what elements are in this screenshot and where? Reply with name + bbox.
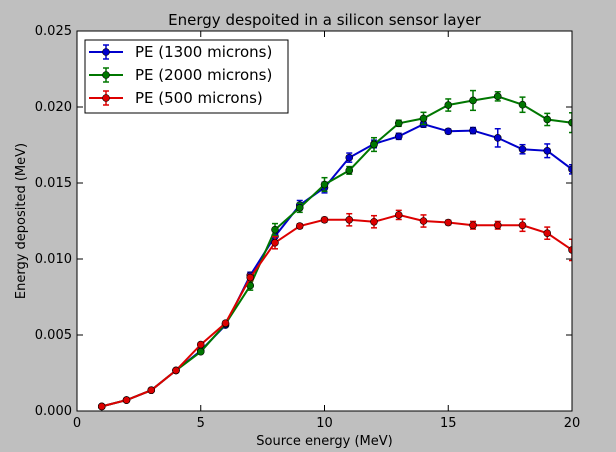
data-point <box>444 127 453 136</box>
data-point <box>271 225 279 234</box>
data-point <box>394 211 403 219</box>
data-point <box>246 273 255 282</box>
data-point <box>469 126 477 135</box>
legend-swatch-marker <box>102 71 110 79</box>
data-point <box>370 140 378 149</box>
legend-label: PE (500 microns) <box>135 89 263 107</box>
y-tick-label: 0.015 <box>35 176 72 191</box>
legend-label: PE (1300 microns) <box>135 43 272 61</box>
data-point <box>345 153 354 162</box>
data-point <box>295 222 304 230</box>
data-point <box>345 166 354 175</box>
series-group <box>97 89 572 411</box>
data-point <box>518 221 527 230</box>
data-point <box>394 119 403 128</box>
y-tick-label: 0.020 <box>35 100 72 115</box>
y-tick-label: 0.010 <box>35 252 72 267</box>
data-point <box>568 118 572 127</box>
data-point <box>568 165 572 174</box>
ticks-layer: 0 5 10 15 20 0.000 0.005 0.010 0.015 0.020 0.025 <box>35 24 580 431</box>
legend-swatch-marker <box>102 48 110 56</box>
x-tick-label: 20 <box>564 416 581 431</box>
y-axis-label: Energy deposited (MeV) <box>14 143 29 299</box>
legend-label: PE (2000 microns) <box>135 66 272 84</box>
data-point <box>196 340 205 349</box>
chart-title: Energy despoited in a silicon sensor lay… <box>168 11 481 29</box>
data-point <box>147 386 156 394</box>
y-tick-label: 0.025 <box>35 24 72 39</box>
data-point <box>295 203 304 212</box>
legend: PE (1300 microns) PE (2000 microns) PE (50… <box>84 39 289 114</box>
data-point <box>444 101 453 109</box>
data-point <box>493 92 502 101</box>
data-point <box>518 145 527 154</box>
x-tick-label: 0 <box>73 416 81 431</box>
data-point <box>543 146 552 155</box>
x-tick-label: 15 <box>440 416 457 431</box>
data-point <box>568 246 572 254</box>
legend-swatch-marker <box>102 94 110 102</box>
data-point <box>394 132 403 141</box>
data-point <box>419 217 428 225</box>
data-point <box>493 221 502 230</box>
data-point <box>444 218 453 227</box>
data-point <box>518 100 527 109</box>
data-point <box>419 114 428 123</box>
data-point <box>122 396 131 404</box>
series-line-2 <box>101 213 572 408</box>
data-point <box>196 347 205 356</box>
data-point <box>345 215 354 224</box>
series-layer <box>97 89 572 411</box>
x-tick-label: 10 <box>316 416 333 431</box>
y-tick-label: 0.005 <box>35 328 72 343</box>
data-point <box>271 238 279 247</box>
data-point <box>221 319 230 327</box>
data-point <box>543 115 552 124</box>
data-point <box>172 366 180 375</box>
data-point <box>469 221 477 230</box>
data-point <box>97 402 106 411</box>
x-axis-label: Source energy (MeV) <box>256 434 392 449</box>
data-point <box>469 96 477 105</box>
data-point <box>543 229 552 237</box>
data-point <box>320 180 329 189</box>
data-point <box>493 134 502 142</box>
x-tick-label: 5 <box>197 416 205 431</box>
y-tick-label: 0.000 <box>35 404 72 419</box>
data-point <box>320 215 329 224</box>
data-point <box>370 217 378 226</box>
